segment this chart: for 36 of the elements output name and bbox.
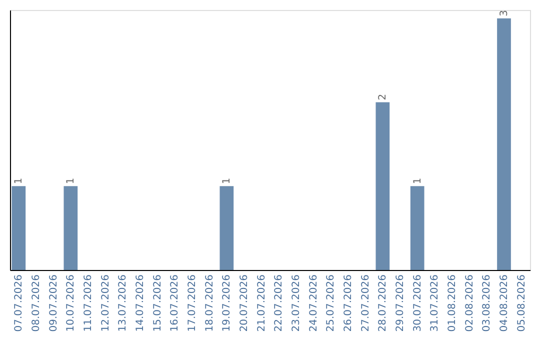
x-tick-label: 16.07.2026 <box>170 274 181 332</box>
x-tick-label: 25.07.2026 <box>326 274 337 332</box>
x-tick-label: 11.07.2026 <box>83 274 94 332</box>
x-tick-label: 18.07.2026 <box>204 274 216 332</box>
x-tick-label: 07.07.2026 <box>14 274 25 332</box>
x-tick-label: 08.07.2026 <box>31 274 42 332</box>
x-tick-label: 31.07.2026 <box>430 274 441 332</box>
data-label: 3 <box>499 10 510 16</box>
x-tick-label: 17.07.2026 <box>187 274 198 332</box>
x-tick-label: 13.07.2026 <box>118 274 129 332</box>
x-tick-label: 03.08.2026 <box>482 274 493 332</box>
x-tick-label: 01.08.2026 <box>447 274 458 332</box>
x-tick-label: 20.07.2026 <box>239 274 250 332</box>
x-tick-label: 23.07.2026 <box>291 274 302 332</box>
x-tick-label: 21.07.2026 <box>256 274 268 332</box>
x-tick-label: 29.07.2026 <box>395 274 406 332</box>
x-tick-label: 30.07.2026 <box>412 274 424 332</box>
x-tick-label: 04.08.2026 <box>499 274 510 332</box>
x-tick-label: 12.07.2026 <box>100 274 112 332</box>
x-tick-label: 28.07.2026 <box>378 274 389 332</box>
x-tick-label: 27.07.2026 <box>360 274 372 332</box>
x-tick-label: 05.08.2026 <box>516 274 528 332</box>
x-tick-label: 19.07.2026 <box>222 274 233 332</box>
x-tick-label: 15.07.2026 <box>152 274 164 332</box>
data-label: 1 <box>412 178 424 184</box>
data-label: 1 <box>66 178 77 184</box>
x-tick-label: 09.07.2026 <box>48 274 60 332</box>
x-tick-label: 22.07.2026 <box>274 274 285 332</box>
data-label: 1 <box>222 178 233 184</box>
x-tick-label: 26.07.2026 <box>343 274 354 332</box>
x-tick-label: 10.07.2026 <box>66 274 77 332</box>
x-tick-label: 14.07.2026 <box>135 274 146 332</box>
data-label: 1 <box>14 178 25 184</box>
data-label: 2 <box>378 94 389 100</box>
x-tick-label: 02.08.2026 <box>464 274 476 332</box>
x-tick-label: 24.07.2026 <box>308 274 320 332</box>
